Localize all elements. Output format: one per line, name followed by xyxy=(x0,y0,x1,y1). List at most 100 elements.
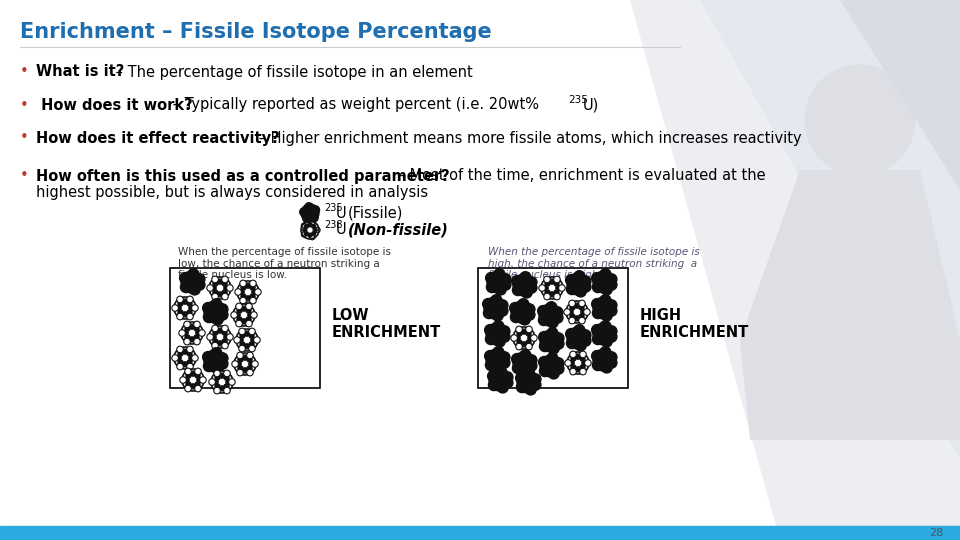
Circle shape xyxy=(488,370,498,382)
Text: U: U xyxy=(336,206,347,220)
Circle shape xyxy=(222,330,228,335)
Circle shape xyxy=(192,355,198,361)
Circle shape xyxy=(580,276,591,287)
Circle shape xyxy=(549,279,555,284)
Circle shape xyxy=(174,347,196,369)
Circle shape xyxy=(539,315,549,326)
Circle shape xyxy=(239,289,244,294)
Circle shape xyxy=(195,368,202,375)
Circle shape xyxy=(230,312,237,318)
Circle shape xyxy=(564,309,570,315)
Circle shape xyxy=(543,286,548,291)
Circle shape xyxy=(543,276,550,283)
Circle shape xyxy=(194,326,199,331)
Circle shape xyxy=(194,338,201,345)
Circle shape xyxy=(553,363,564,374)
Circle shape xyxy=(222,281,228,286)
Circle shape xyxy=(182,312,187,317)
Circle shape xyxy=(593,297,615,319)
Text: U): U) xyxy=(583,98,599,112)
Circle shape xyxy=(234,337,240,343)
Circle shape xyxy=(174,297,196,319)
Circle shape xyxy=(600,347,611,357)
Circle shape xyxy=(591,325,603,335)
Circle shape xyxy=(184,368,191,375)
Circle shape xyxy=(580,281,591,292)
Circle shape xyxy=(177,296,183,303)
Circle shape xyxy=(249,342,254,347)
Circle shape xyxy=(185,335,190,340)
Circle shape xyxy=(312,224,316,228)
Circle shape xyxy=(180,281,191,293)
Circle shape xyxy=(241,294,246,299)
Circle shape xyxy=(212,342,218,349)
Circle shape xyxy=(585,360,591,366)
Circle shape xyxy=(580,365,585,370)
Circle shape xyxy=(579,305,584,310)
Circle shape xyxy=(224,387,230,394)
Circle shape xyxy=(212,325,218,332)
Circle shape xyxy=(249,333,254,338)
Circle shape xyxy=(541,277,563,299)
Circle shape xyxy=(200,377,206,383)
Polygon shape xyxy=(700,0,960,460)
Circle shape xyxy=(254,289,261,295)
Circle shape xyxy=(592,281,604,293)
Text: 235: 235 xyxy=(568,95,588,105)
Circle shape xyxy=(516,326,522,333)
Circle shape xyxy=(524,309,535,320)
Circle shape xyxy=(246,320,252,327)
Circle shape xyxy=(511,301,533,323)
Polygon shape xyxy=(840,0,960,190)
Circle shape xyxy=(234,353,256,375)
Circle shape xyxy=(217,304,228,315)
Circle shape xyxy=(564,360,571,366)
Circle shape xyxy=(600,321,611,332)
Circle shape xyxy=(249,361,253,367)
Circle shape xyxy=(581,309,586,314)
Circle shape xyxy=(189,284,201,295)
Circle shape xyxy=(571,365,576,370)
Circle shape xyxy=(222,339,228,344)
Circle shape xyxy=(178,351,183,356)
Circle shape xyxy=(247,357,252,362)
Circle shape xyxy=(213,330,218,335)
Circle shape xyxy=(530,379,540,390)
Circle shape xyxy=(218,279,223,284)
Circle shape xyxy=(208,379,215,386)
Circle shape xyxy=(312,232,316,235)
Circle shape xyxy=(524,369,535,380)
Circle shape xyxy=(511,312,521,322)
Circle shape xyxy=(250,298,256,304)
Circle shape xyxy=(187,360,192,365)
Circle shape xyxy=(220,386,225,391)
Circle shape xyxy=(211,286,216,291)
Circle shape xyxy=(511,335,517,341)
Circle shape xyxy=(301,204,319,222)
Circle shape xyxy=(566,301,588,323)
Circle shape xyxy=(500,279,511,290)
Circle shape xyxy=(213,339,218,344)
Circle shape xyxy=(240,333,245,338)
Text: (Non-fissile): (Non-fissile) xyxy=(348,222,448,238)
Circle shape xyxy=(491,295,502,306)
Circle shape xyxy=(253,337,260,343)
Circle shape xyxy=(236,320,242,327)
Circle shape xyxy=(189,337,195,342)
Circle shape xyxy=(565,328,577,340)
Circle shape xyxy=(606,279,617,290)
Circle shape xyxy=(569,361,574,366)
Circle shape xyxy=(246,308,252,313)
Circle shape xyxy=(606,352,617,363)
Circle shape xyxy=(224,375,229,380)
Circle shape xyxy=(593,349,615,371)
Circle shape xyxy=(500,274,511,285)
Circle shape xyxy=(206,334,213,340)
Circle shape xyxy=(240,342,245,347)
Circle shape xyxy=(238,357,243,362)
Text: highest possible, but is always considered in analysis: highest possible, but is always consider… xyxy=(36,186,428,200)
Circle shape xyxy=(494,362,505,373)
Circle shape xyxy=(526,331,531,336)
Text: When the percentage of fissile isotope is
high, the chance of a neutron striking: When the percentage of fissile isotope i… xyxy=(488,247,700,280)
Circle shape xyxy=(526,326,532,333)
